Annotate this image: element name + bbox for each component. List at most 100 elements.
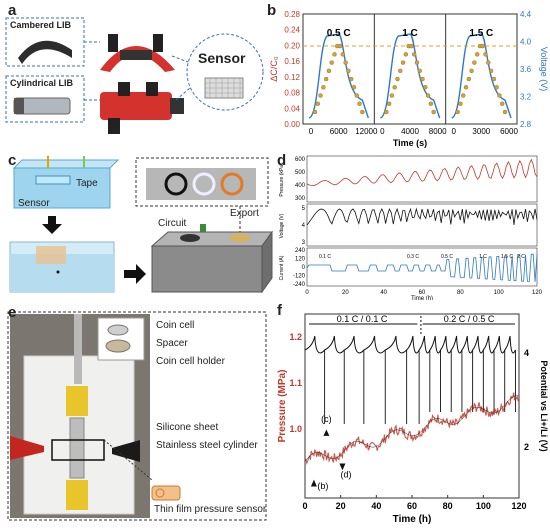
red-clip-left [10, 436, 44, 460]
capacitance-point [403, 52, 409, 57]
panel-b: b 0.00 0.04 0.08 0.12 0.16 0.20 0.24 0.28 2.8 3.2… [265, 0, 550, 150]
left-tick-label: 1.0 [289, 424, 302, 434]
capacitance-point [360, 109, 365, 115]
chart-b: 0.00 0.04 0.08 0.12 0.16 0.20 0.24 0.28 2.8 3.2 3.… [269, 10, 549, 148]
panel-c-letter: c [8, 152, 17, 169]
sensor-c-label: Sensor [18, 198, 50, 209]
panel-e-letter: e [8, 304, 17, 321]
rate-label-right: 0.2 C / 0.5 C [444, 314, 495, 324]
right-axis-label: Potential vs Li+/Li (V) [539, 360, 549, 451]
panel-a: a [0, 0, 265, 150]
pressure-tick-label: 400 [295, 183, 306, 189]
x-tick-label: 12000 [355, 127, 378, 136]
right-arrow-icon [124, 264, 146, 284]
left-tick-label: 0.16 [284, 57, 300, 66]
black-clip-right [112, 440, 140, 462]
capacitance-point [500, 101, 505, 106]
capacitance-point [466, 76, 472, 82]
x-axis-label: Time (h) [393, 514, 432, 525]
rate-label: 1 C [402, 28, 418, 39]
capacitance-point [417, 68, 422, 74]
current-axis-label: Current (A) [279, 255, 285, 280]
x-tick-label: 4000 [401, 127, 419, 136]
x-tick-label: 100 [494, 290, 505, 296]
x-tick-label: 0 [309, 127, 314, 136]
x-tick-label: 0 [451, 127, 456, 136]
ring-black-icon [164, 172, 188, 196]
chart-d: 300 400 500 600 3 4 5 240 120 0 -120 -240 0 20 40 60 80 1… [279, 155, 543, 302]
voltage-tick-label: 4 [302, 223, 306, 229]
x-tick-label: 80 [457, 290, 464, 296]
pressure-tick-label: 300 [295, 196, 306, 202]
down-arrow-icon [42, 216, 62, 234]
capacitance-point [420, 76, 425, 82]
marker-triangle-d [339, 463, 346, 471]
marker-b: (b) [317, 481, 328, 491]
x-tick-label: 120 [511, 501, 526, 511]
left-tick-label: 0.04 [284, 104, 300, 113]
left-tick-label: 0.20 [284, 41, 300, 50]
threaded-rod-icon [74, 314, 82, 384]
left-tick-label: 1.2 [289, 332, 302, 342]
panel-b-letter: b [267, 2, 277, 19]
subplot-frame [306, 155, 538, 203]
left-tick-label: 0.08 [284, 89, 300, 98]
capacitance-point [340, 52, 346, 57]
rate-label: 2 C [517, 254, 525, 260]
capacitance-point [326, 68, 332, 74]
panel-f-letter: f [277, 302, 282, 319]
capacitance-point [469, 68, 474, 74]
capacitance-point [386, 101, 392, 106]
left-axis-label: Pressure (MPa) [277, 370, 288, 443]
right-tick-label: 2.8 [520, 120, 532, 129]
red-fixture-top [100, 34, 175, 72]
capacitance-point [455, 109, 460, 115]
panel-d-letter: d [277, 152, 287, 169]
capacitance-point [400, 60, 406, 65]
capacitance-point [354, 93, 359, 98]
current-trace [306, 253, 538, 282]
capacitance-point [497, 93, 502, 98]
capacitance-point [346, 68, 351, 74]
capacitance-point [392, 85, 397, 90]
coin-cell-holder-label: Coin cell holder [156, 356, 225, 367]
current-tick-label: -120 [293, 274, 306, 280]
pressure-smooth-curve [304, 395, 520, 462]
x-tick-label: 40 [371, 501, 381, 511]
current-tick-label: 120 [295, 257, 306, 263]
marker-triangle-c [323, 429, 330, 436]
rate-label: 0.5 C [441, 254, 453, 260]
current-tick-label: 0 [302, 265, 306, 271]
x-tick-label: 0 [380, 127, 385, 136]
voltage-trace [306, 207, 538, 226]
rate-label: 0.1 C [319, 254, 331, 260]
x-tick-label: 20 [342, 290, 349, 296]
capacitance-point [486, 60, 491, 65]
voltage-axis-label: Voltage (V) [279, 213, 285, 238]
x-tick-label: 20 [336, 501, 346, 511]
voltage-tick-label: 3 [302, 240, 306, 246]
panel-e-photo [7, 311, 267, 521]
x-tick-label: 120 [532, 290, 543, 296]
yellow-knob-icon [66, 386, 88, 416]
right-tick-label: 4.4 [520, 10, 532, 19]
capacitance-point [472, 60, 477, 65]
capacitance-point [343, 60, 348, 65]
ring-orange-icon [220, 172, 244, 196]
x-tick-label: 60 [407, 501, 417, 511]
right-axis-label: Voltage (V) [539, 47, 549, 92]
x-tick-label: 0 [302, 501, 307, 511]
potential-curve [304, 335, 516, 354]
rate-label: 0.5 C [327, 28, 351, 39]
capacitance-point [323, 76, 329, 82]
capacitance-point [483, 52, 488, 57]
coin-cell-label: Coin cell [156, 320, 195, 331]
capacitance-point [389, 93, 395, 98]
panel-c: c Tape Sensor Circuit Export [0, 150, 275, 300]
capacitance-point [502, 109, 508, 115]
marker-c: (c) [321, 414, 332, 424]
rate-label: 1 C [479, 254, 487, 260]
right-tick-label: 4.0 [520, 38, 532, 47]
capacitance-point [428, 101, 434, 106]
capacitance-point [321, 85, 326, 90]
